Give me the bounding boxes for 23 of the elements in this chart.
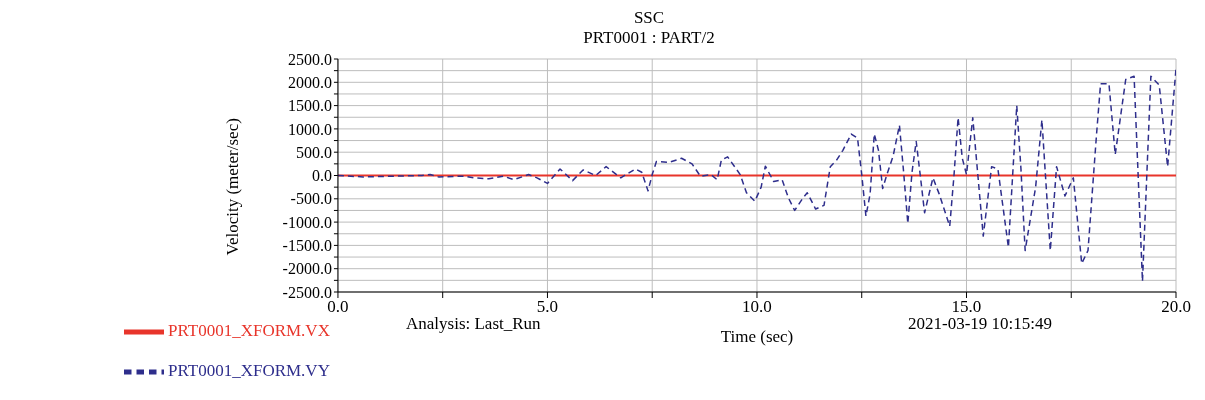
y-tick-label: -2000.0 xyxy=(282,260,332,278)
x-axis-title: Time (sec) xyxy=(720,327,794,347)
y-tick-label: -1500.0 xyxy=(282,237,332,255)
x-tick-label: 5.0 xyxy=(536,297,559,317)
legend-label: PRT0001_XFORM.VX xyxy=(168,320,330,340)
y-tick-label: 2000.0 xyxy=(287,73,332,91)
y-tick-label: 1000.0 xyxy=(287,120,332,138)
line-series xyxy=(337,68,1176,283)
x-tick-label: 20.0 xyxy=(1161,297,1191,317)
y-tick-label: -1000.0 xyxy=(282,213,332,231)
y-tick-label: 2500.0 xyxy=(287,50,332,68)
text: Analysis: Last_Run xyxy=(406,314,541,334)
chart-title: SSC xyxy=(632,8,666,28)
chart-subtitle: PRT0001 : PART/2 xyxy=(582,28,716,48)
legend-label: PRT0001_XFORM.VY xyxy=(168,360,330,380)
text: 2021-03-19 10:15:49 xyxy=(908,314,1053,334)
y-tick-label: 1500.0 xyxy=(287,97,332,115)
y-tick-label: 0.0 xyxy=(311,167,332,185)
x-tick-label: 15.0 xyxy=(951,297,982,317)
y-axis-title: Velocity (meter/sec) xyxy=(222,118,242,256)
x-tick-label: 10.0 xyxy=(742,297,772,317)
y-tick-label: -500.0 xyxy=(290,190,332,208)
y-tick-label: 500.0 xyxy=(295,143,332,161)
